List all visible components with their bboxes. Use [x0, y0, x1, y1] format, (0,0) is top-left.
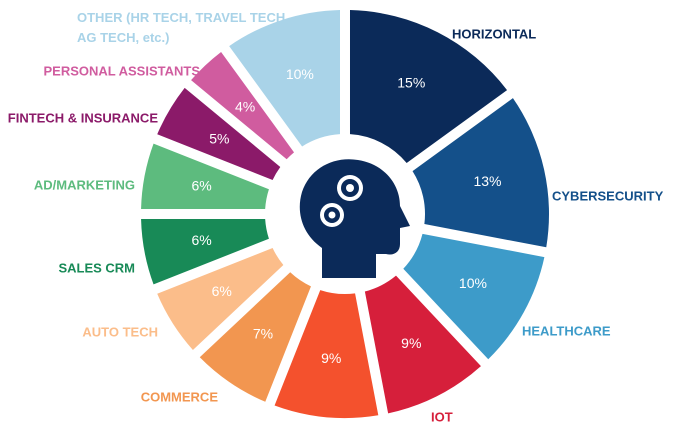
category-label: SALES CRM: [58, 260, 135, 276]
category-label: HORIZONTAL: [452, 26, 537, 42]
category-label: CYBERSECURITY: [552, 188, 664, 204]
donut-segment: [229, 10, 341, 147]
percent-label: 15%: [397, 75, 425, 91]
donut-segment: [412, 98, 549, 248]
percent-label: 10%: [459, 275, 487, 291]
percent-label: 6%: [191, 232, 211, 248]
donut-segment: [191, 51, 295, 160]
category-label: OTHER (HR TECH, TRAVEL TECH, AG TECH, et…: [77, 10, 289, 45]
category-label: AUTO TECH: [82, 324, 158, 340]
percent-label: 6%: [191, 177, 211, 193]
donut-segment: [364, 275, 481, 414]
category-label: IOT: [431, 409, 453, 425]
donut-segment: [157, 87, 281, 180]
category-label: PERSONAL ASSISTANTS: [43, 63, 200, 79]
percent-label: 9%: [321, 350, 341, 366]
percent-label: 10%: [286, 66, 314, 82]
donut-segment: [403, 233, 545, 360]
category-label: HEALTHCARE: [522, 323, 611, 339]
donut-segment: [141, 143, 269, 210]
percent-label: 6%: [212, 283, 232, 299]
percent-label: 5%: [209, 130, 229, 146]
head-gears-icon: [299, 159, 410, 278]
donut-segment: [274, 290, 379, 418]
category-label: AD/MARKETING: [33, 177, 135, 193]
donut-segment: [199, 272, 311, 402]
percent-label: 13%: [473, 173, 501, 189]
category-label: COMMERCE: [140, 389, 218, 405]
donut-segment: [349, 10, 508, 164]
percent-label: 7%: [253, 325, 273, 341]
percent-label: 4%: [235, 98, 255, 114]
category-label: FINTECH & INSURANCE: [7, 110, 158, 126]
donut-segment: [157, 248, 284, 350]
percent-label: 9%: [401, 335, 421, 351]
donut-segment: [141, 218, 269, 285]
